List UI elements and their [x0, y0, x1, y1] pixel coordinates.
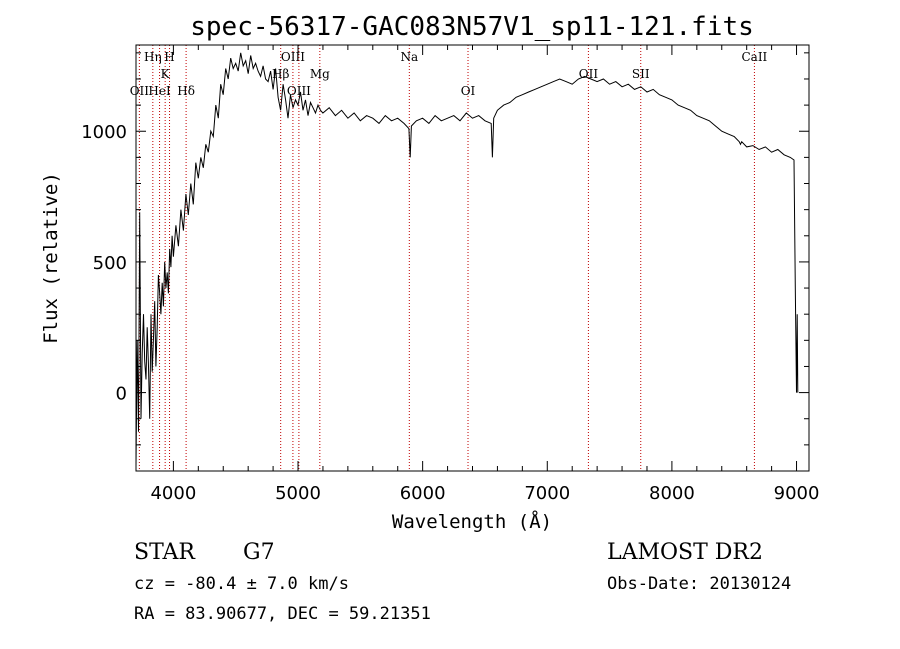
x-tick-label: 7000	[524, 483, 570, 504]
y-axis-label: Flux (relative)	[40, 172, 62, 344]
line-marker-label: OIII	[287, 84, 311, 98]
coordinates: RA = 83.90677, DEC = 59.21351	[134, 604, 431, 624]
spectrum-line	[135, 52, 799, 466]
line-marker-label: Mg	[310, 67, 330, 81]
x-tick-label: 4000	[150, 483, 196, 504]
x-axis-ticks: 4000 5000 6000 7000 8000 9000	[150, 45, 819, 504]
y-tick-label: 1000	[81, 122, 127, 143]
line-marker-label: OI	[461, 84, 476, 98]
object-subclass: G7	[243, 540, 275, 565]
x-tick-label: 8000	[649, 483, 695, 504]
observation-date: Obs-Date: 20130124	[607, 574, 792, 594]
chart-title: spec-56317-GAC083N57V1_sp11-121.fits	[190, 12, 754, 42]
y-axis-ticks: 0 500 1000	[81, 52, 809, 472]
x-tick-label: 9000	[774, 483, 820, 504]
line-marker-label: Hδ	[177, 84, 195, 98]
x-axis-label: Wavelength (Å)	[392, 510, 552, 533]
line-marker-label: Na	[400, 50, 418, 64]
plot-frame	[135, 44, 810, 472]
survey-name: LAMOST DR2	[607, 540, 763, 565]
redshift-velocity: cz = -80.4 ± 7.0 km/s	[134, 574, 349, 594]
line-marker-label: HeI	[148, 84, 171, 98]
line-marker-label: H	[164, 50, 174, 64]
x-tick-label: 6000	[400, 483, 446, 504]
x-tick-label: 5000	[275, 483, 321, 504]
line-marker-label: Hη	[144, 50, 162, 64]
line-marker-label: SII	[632, 67, 650, 81]
line-marker-label: OII	[579, 67, 599, 81]
y-tick-label: 0	[116, 384, 127, 405]
line-marker-label: OII	[130, 84, 150, 98]
object-class: STAR	[134, 540, 195, 565]
line-marker-label: CaII	[741, 50, 767, 64]
line-marker-label: K	[161, 67, 171, 81]
y-tick-label: 500	[93, 253, 127, 274]
line-marker-label: OIII	[281, 50, 305, 64]
